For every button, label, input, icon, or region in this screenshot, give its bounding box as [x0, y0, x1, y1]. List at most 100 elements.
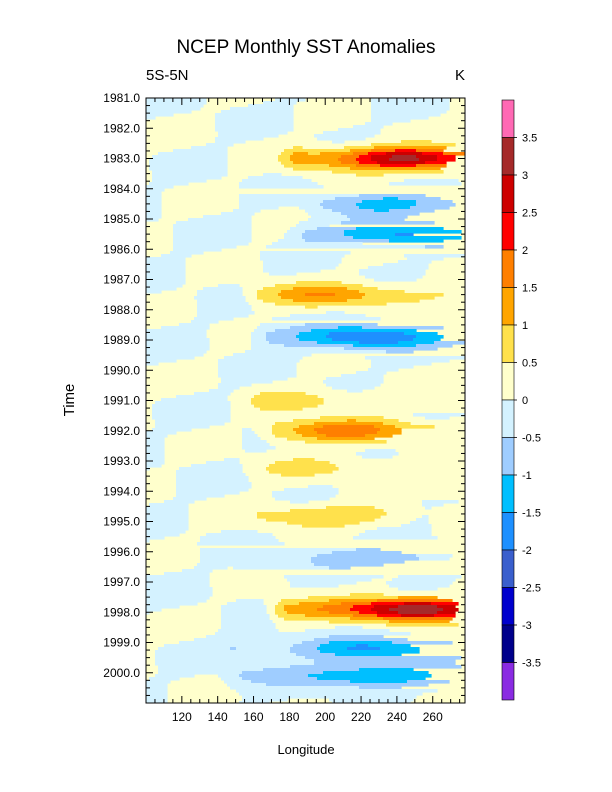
contour-cell [146, 575, 210, 579]
contour-cell [146, 188, 165, 192]
colorbar-label: 0 [522, 395, 528, 407]
contour-cell [332, 140, 345, 144]
contour-cell [221, 677, 243, 681]
contour-cell [302, 233, 345, 237]
contour-cell [146, 530, 186, 534]
contour-cell [146, 587, 213, 591]
contour-cell [146, 698, 168, 702]
contour-cell [290, 584, 339, 588]
contour-cell [320, 650, 420, 654]
contour-cell [200, 560, 312, 564]
contour-cell [326, 335, 417, 339]
contour-cell [365, 356, 465, 360]
contour-cell [335, 653, 402, 657]
contour-cell [251, 332, 267, 336]
contour-cell [176, 488, 249, 492]
contour-cell [218, 284, 240, 288]
contour-cell [353, 605, 375, 609]
contour-cell [305, 614, 354, 618]
contour-cell [365, 449, 396, 453]
contour-cell [146, 287, 177, 291]
contour-cell [245, 449, 267, 453]
contour-cell [359, 668, 414, 672]
contour-cell [263, 299, 294, 303]
contour-field [146, 98, 465, 703]
contour-cell [374, 425, 396, 429]
contour-cell [146, 212, 162, 216]
contour-cell [272, 431, 297, 435]
contour-cell [233, 209, 261, 213]
contour-cell [260, 407, 303, 411]
left-string: 5S-5N [146, 67, 189, 84]
contour-cell [197, 311, 255, 315]
contour-cell [221, 617, 270, 621]
colorbar-box [501, 662, 515, 701]
x-tick-label: 140 [208, 710, 228, 724]
contour-cell [146, 440, 165, 444]
y-tick-label: 1997.0 [103, 575, 140, 589]
x-tick-label: 240 [387, 710, 407, 724]
contour-cell [299, 602, 342, 606]
contour-cell [152, 416, 231, 420]
contour-cell [215, 137, 264, 141]
contour-cell [278, 293, 306, 297]
y-tick-label: 1989.0 [103, 333, 140, 347]
contour-cell [359, 194, 426, 198]
contour-cell [398, 197, 441, 201]
contour-cell [416, 164, 447, 168]
contour-cell [374, 605, 399, 609]
contour-cell [443, 152, 465, 156]
contour-cell [224, 680, 252, 684]
contour-cell [317, 137, 366, 141]
contour-cell [257, 326, 291, 330]
contour-cell [221, 110, 294, 114]
contour-cell [341, 155, 360, 159]
contour-cell [173, 242, 249, 246]
contour-cell [389, 158, 420, 162]
contour-cell [146, 113, 174, 117]
contour-cell [218, 386, 240, 390]
contour-cell [251, 338, 267, 342]
contour-cell [365, 434, 393, 438]
contour-cell [335, 626, 363, 630]
contour-cell [215, 116, 294, 120]
contour-cell [293, 644, 321, 648]
contour-cell [398, 341, 435, 345]
contour-cell [347, 647, 381, 651]
contour-cell [371, 359, 450, 363]
contour-cell [329, 164, 357, 168]
contour-cell [275, 422, 315, 426]
contour-cell [200, 554, 318, 558]
y-tick-label: 1999.0 [103, 636, 140, 650]
contour-cell [323, 671, 429, 675]
contour-cell [359, 206, 411, 210]
contour-cell [359, 290, 405, 294]
contour-cell [158, 665, 291, 669]
contour-cell [269, 272, 297, 276]
colorbar-label: 1.5 [522, 283, 537, 295]
contour-cell [425, 161, 447, 165]
contour-cell [392, 641, 453, 645]
contour-cell [350, 680, 408, 684]
contour-cell [293, 146, 303, 150]
contour-cell [146, 692, 168, 696]
contour-cell [281, 473, 315, 477]
contour-cell [176, 221, 252, 225]
contour-cell [353, 536, 438, 540]
contour-cell [320, 644, 357, 648]
contour-cell [437, 155, 456, 159]
contour-cell [197, 299, 246, 303]
contour-cell [437, 605, 456, 609]
contour-cell [356, 371, 387, 375]
contour-cell [338, 326, 363, 330]
contour-cell [146, 359, 177, 363]
contour-cell [221, 212, 255, 216]
contour-cell [152, 428, 192, 432]
y-tick-label: 1995.0 [103, 515, 140, 529]
contour-cell [251, 398, 324, 402]
contour-cell [275, 434, 303, 438]
contour-cell [248, 176, 303, 180]
contour-cell [152, 176, 222, 180]
contour-cell [305, 305, 318, 309]
